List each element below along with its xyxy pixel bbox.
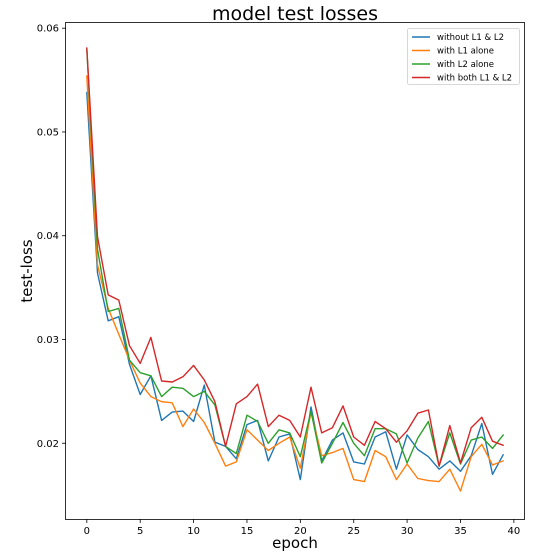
x-tick-label: 30 xyxy=(401,526,414,537)
chart-title: model test losses xyxy=(212,3,378,25)
x-tick-label: 10 xyxy=(187,526,200,537)
x-axis-label: epoch xyxy=(272,534,318,552)
x-tick-label: 25 xyxy=(347,526,360,537)
series-line-4 xyxy=(87,48,503,466)
x-tick-label: 35 xyxy=(454,526,467,537)
legend-label: with L1 alone xyxy=(437,47,494,57)
x-tick-label: 0 xyxy=(84,526,90,537)
x-tick-label: 15 xyxy=(241,526,254,537)
legend-label: with L2 alone xyxy=(437,60,494,70)
y-tick-label: 0.04 xyxy=(37,231,59,242)
y-tick-label: 0.02 xyxy=(37,439,59,450)
x-tick-label: 5 xyxy=(137,526,143,537)
y-axis: 0.02 0.03 0.04 0.05 0.06 xyxy=(37,24,66,450)
y-tick-label: 0.06 xyxy=(37,24,59,35)
y-tick-label: 0.05 xyxy=(37,127,59,138)
plot-area xyxy=(87,48,503,491)
y-tick-label: 0.03 xyxy=(37,335,59,346)
legend-label: with both L1 & L2 xyxy=(437,74,512,84)
x-tick-label: 40 xyxy=(507,526,520,537)
legend-label: without L1 & L2 xyxy=(437,33,504,43)
y-axis-label: test-loss xyxy=(18,239,36,302)
series-line-3 xyxy=(87,49,503,466)
series-line-1 xyxy=(87,93,503,480)
legend: without L1 & L2 with L1 alone with L2 alon… xyxy=(408,29,520,85)
